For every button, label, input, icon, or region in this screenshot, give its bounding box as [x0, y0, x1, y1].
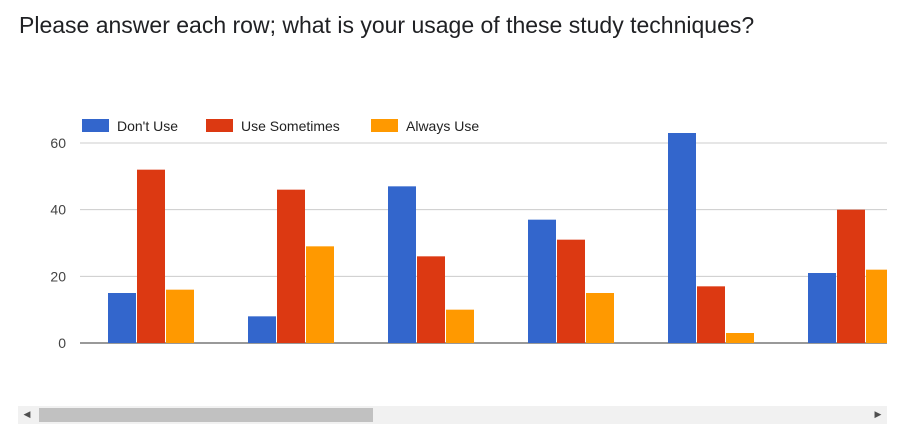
- bar-always-use-3[interactable]: [446, 309, 474, 343]
- bar-always-use-4[interactable]: [586, 293, 614, 343]
- bar-always-use-1[interactable]: [166, 289, 194, 343]
- y-tick-label: 40: [50, 202, 66, 218]
- scroll-left-arrow-icon[interactable]: ◀: [23, 410, 31, 420]
- legend-label[interactable]: Use Sometimes: [241, 118, 340, 134]
- bar-always-use-2[interactable]: [306, 246, 334, 343]
- y-tick-label: 20: [50, 268, 66, 284]
- legend-label[interactable]: Always Use: [406, 118, 479, 134]
- bar-don-t-use-6[interactable]: [808, 273, 836, 343]
- y-axis-labels: 0 20 40 60: [50, 135, 66, 351]
- bar-don-t-use-4[interactable]: [528, 219, 556, 343]
- grid-lines: [80, 142, 887, 344]
- y-tick-label: 0: [58, 335, 66, 351]
- legend-label[interactable]: Don't Use: [117, 118, 178, 134]
- bars: [108, 133, 887, 343]
- bar-always-use-6[interactable]: [866, 269, 887, 343]
- scroll-thumb[interactable]: [39, 408, 373, 422]
- bar-use-sometimes-5[interactable]: [697, 286, 725, 343]
- bar-don-t-use-3[interactable]: [388, 186, 416, 343]
- bar-chart: 0 20 40 60 Don't Use Use Sometimes Always Use: [50, 118, 887, 351]
- y-tick-label: 60: [50, 135, 66, 151]
- bar-don-t-use-1[interactable]: [108, 293, 136, 343]
- legend-swatch[interactable]: [206, 119, 233, 132]
- bar-use-sometimes-1[interactable]: [137, 169, 165, 343]
- legend: Don't Use Use Sometimes Always Use: [82, 118, 479, 134]
- scroll-right-arrow-icon[interactable]: ▶: [874, 410, 882, 420]
- bar-use-sometimes-6[interactable]: [837, 209, 865, 343]
- bar-use-sometimes-3[interactable]: [417, 256, 445, 343]
- bar-use-sometimes-4[interactable]: [557, 239, 585, 343]
- bar-don-t-use-5[interactable]: [668, 133, 696, 343]
- horizontal-scrollbar[interactable]: ◀ ▶: [18, 406, 887, 424]
- bar-use-sometimes-2[interactable]: [277, 189, 305, 343]
- legend-swatch[interactable]: [82, 119, 109, 132]
- bar-always-use-5[interactable]: [726, 333, 754, 343]
- legend-swatch[interactable]: [371, 119, 398, 132]
- bar-don-t-use-2[interactable]: [248, 316, 276, 343]
- chart-title: Please answer each row; what is your usa…: [19, 12, 755, 38]
